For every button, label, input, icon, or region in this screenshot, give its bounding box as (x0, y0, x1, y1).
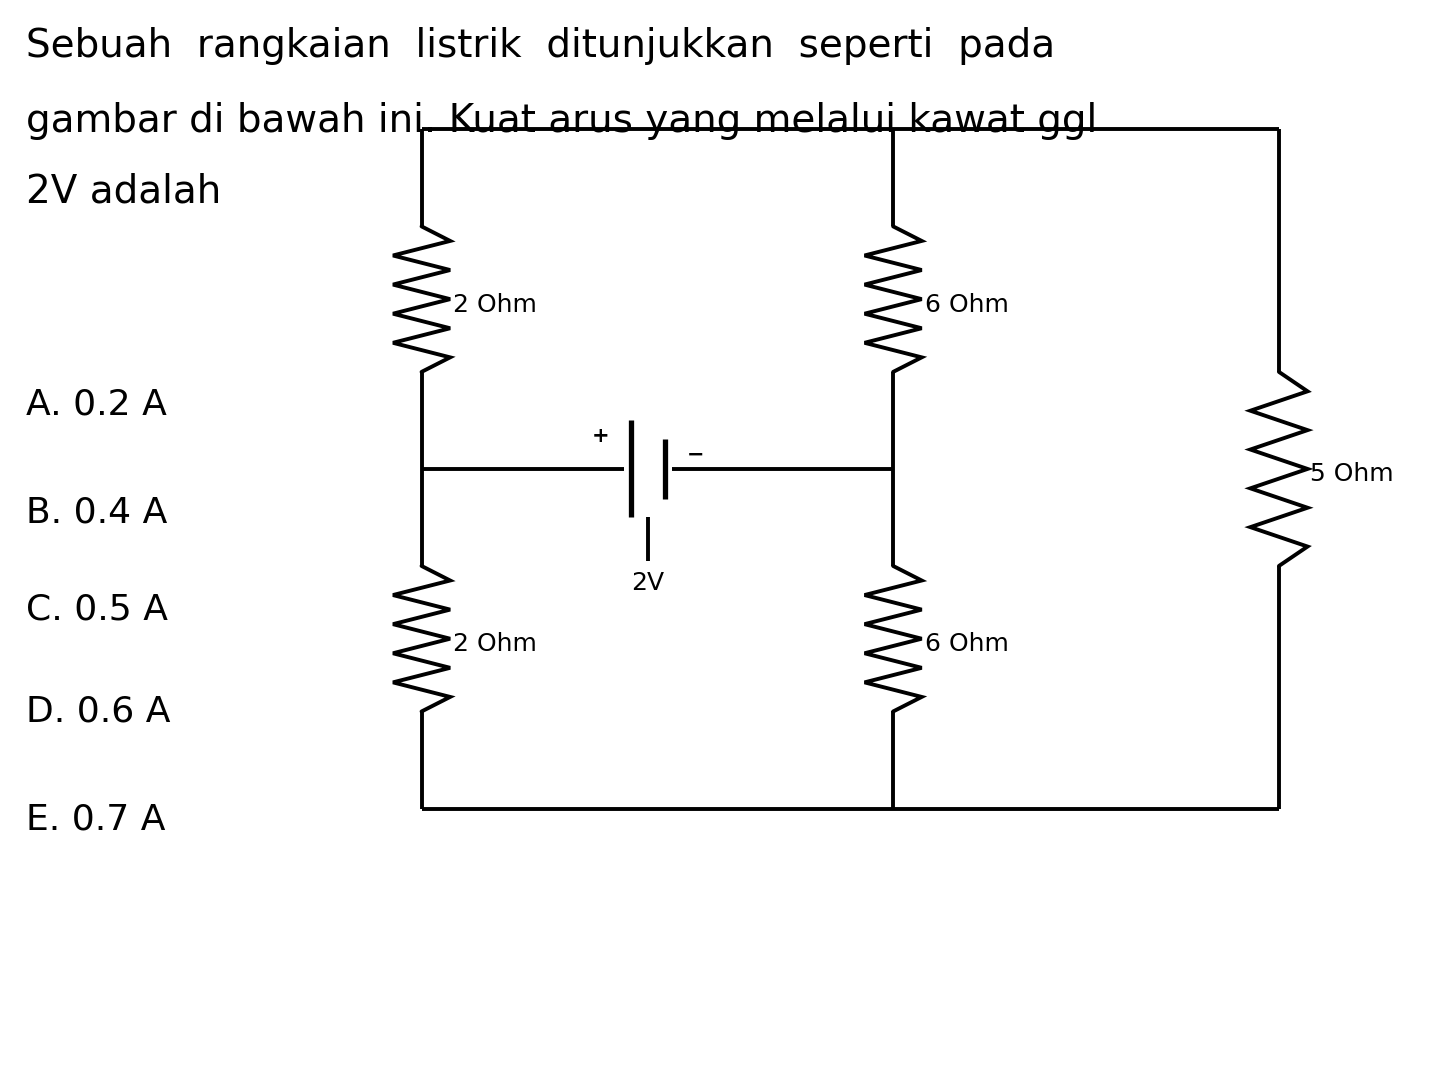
Text: 6 Ohm: 6 Ohm (925, 292, 1009, 317)
Text: 2V: 2V (632, 571, 664, 595)
Text: D. 0.6 A: D. 0.6 A (26, 694, 170, 729)
Text: +: + (592, 426, 609, 446)
Text: 2 Ohm: 2 Ohm (453, 632, 537, 657)
Text: C. 0.5 A: C. 0.5 A (26, 592, 167, 626)
Text: B. 0.4 A: B. 0.4 A (26, 495, 167, 529)
Text: −: − (686, 444, 704, 465)
Text: 2V adalah: 2V adalah (26, 172, 221, 210)
Text: 6 Ohm: 6 Ohm (925, 632, 1009, 657)
Text: Sebuah  rangkaian  listrik  ditunjukkan  seperti  pada: Sebuah rangkaian listrik ditunjukkan sep… (26, 27, 1055, 65)
Text: 2 Ohm: 2 Ohm (453, 292, 537, 317)
Text: A. 0.2 A: A. 0.2 A (26, 387, 167, 421)
Text: gambar di bawah ini. Kuat arus yang melalui kawat ggl: gambar di bawah ini. Kuat arus yang mela… (26, 102, 1097, 140)
Text: 5 Ohm: 5 Ohm (1310, 462, 1395, 486)
Text: E. 0.7 A: E. 0.7 A (26, 802, 166, 837)
